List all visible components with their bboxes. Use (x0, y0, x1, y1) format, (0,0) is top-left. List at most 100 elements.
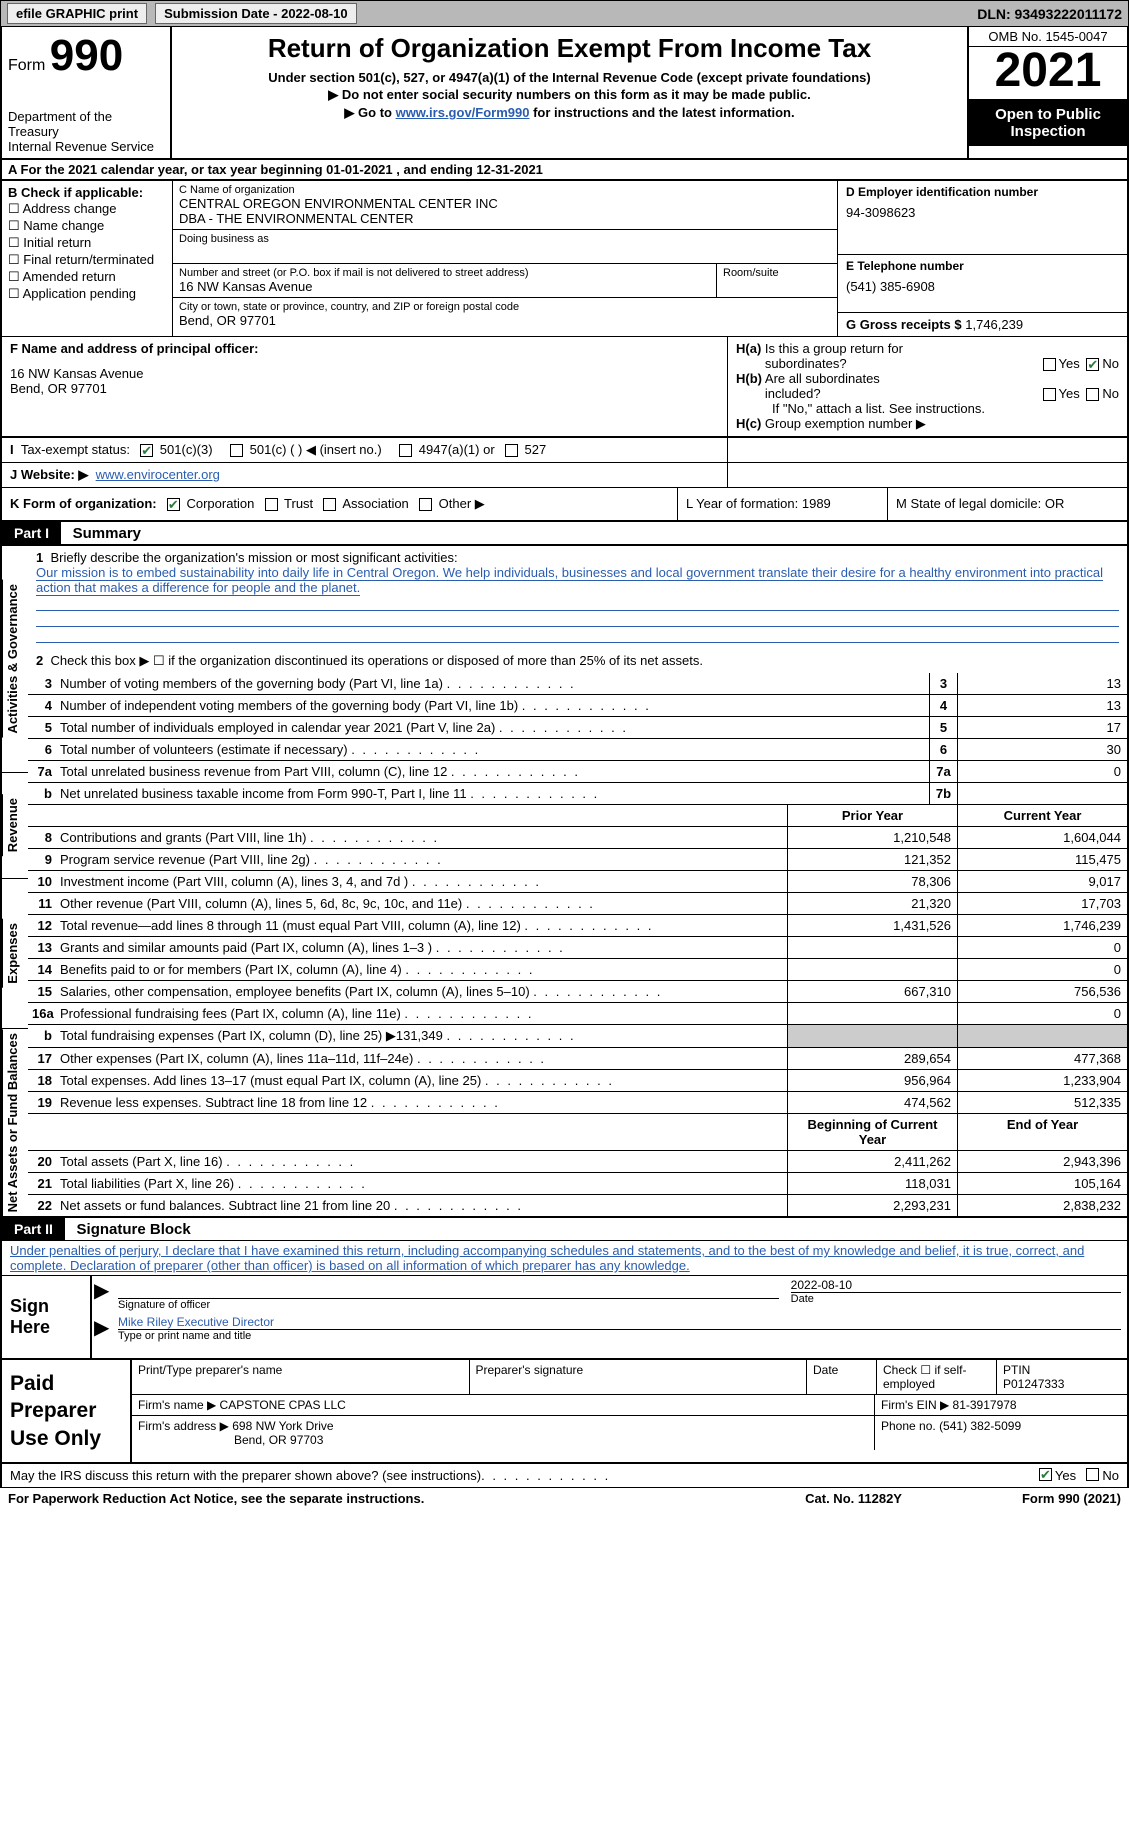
line-text: Contributions and grants (Part VIII, lin… (56, 827, 787, 848)
subtitle-1: Under section 501(c), 527, or 4947(a)(1)… (178, 70, 961, 85)
efile-print-button[interactable]: efile GRAPHIC print (7, 3, 147, 24)
chk-address-change[interactable]: ☐ Address change (8, 201, 166, 217)
firm-addr-label: Firm's address ▶ (138, 1419, 229, 1433)
prior-value (787, 1025, 957, 1047)
firm-addr2: Bend, OR 97703 (138, 1433, 323, 1447)
opt-label: 501(c)(3) (160, 442, 213, 457)
prior-value: 1,431,526 (787, 915, 957, 936)
current-value: 105,164 (957, 1173, 1127, 1194)
col-b-label: B Check if applicable: (8, 185, 166, 200)
preparer-block: Paid Preparer Use Only Print/Type prepar… (0, 1360, 1129, 1464)
line-num: 17 (28, 1048, 56, 1069)
form-header-right: OMB No. 1545-0047 2021 Open to Public In… (967, 27, 1127, 158)
firm-phone: (541) 382-5099 (939, 1419, 1021, 1433)
line-num: 12 (28, 915, 56, 936)
k-corp-checkbox[interactable] (167, 498, 180, 511)
dln-text: DLN: 93493222011172 (977, 6, 1122, 22)
summary-line: 7aTotal unrelated business revenue from … (28, 761, 1127, 783)
k-other-checkbox[interactable] (419, 498, 432, 511)
discuss-text: May the IRS discuss this return with the… (10, 1468, 481, 1483)
line-text: Total revenue—add lines 8 through 11 (mu… (56, 915, 787, 936)
irs-link[interactable]: www.irs.gov/Form990 (396, 105, 530, 120)
prior-value: 118,031 (787, 1173, 957, 1194)
submission-date-button[interactable]: Submission Date - 2022-08-10 (155, 3, 357, 24)
city-cell: City or town, state or province, country… (173, 298, 837, 331)
goto-post: for instructions and the latest informat… (529, 105, 794, 120)
form-title: Return of Organization Exempt From Incom… (178, 33, 961, 64)
hb-yes-checkbox[interactable] (1043, 388, 1056, 401)
footer-row: For Paperwork Reduction Act Notice, see … (0, 1488, 1129, 1509)
line-num: 16a (28, 1003, 56, 1024)
k-assoc-checkbox[interactable] (323, 498, 336, 511)
line-text: Investment income (Part VIII, column (A)… (56, 871, 787, 892)
chk-amended[interactable]: ☐ Amended return (8, 269, 166, 285)
i-501c3-checkbox[interactable] (140, 444, 153, 457)
current-value: 756,536 (957, 981, 1127, 1002)
line-num: 18 (28, 1070, 56, 1091)
line-value: 0 (957, 761, 1127, 782)
row-j: J Website: ▶ www.envirocenter.org (0, 463, 1129, 488)
chk-label: Address change (23, 201, 117, 216)
line-num: 10 (28, 871, 56, 892)
discuss-row: May the IRS discuss this return with the… (0, 1464, 1129, 1488)
prep-date-label: Date (807, 1360, 877, 1394)
preparer-label: Paid Preparer Use Only (2, 1360, 132, 1462)
part2-header: Part II Signature Block (0, 1218, 1129, 1241)
hb-no-checkbox[interactable] (1086, 388, 1099, 401)
summary-line: 19Revenue less expenses. Subtract line 1… (28, 1092, 1127, 1113)
officer-name-label: Type or print name and title (118, 1329, 1121, 1342)
summary-line: 4Number of independent voting members of… (28, 695, 1127, 717)
yes-label: Yes (1059, 386, 1080, 401)
org-name-cell: C Name of organization CENTRAL OREGON EN… (173, 181, 837, 230)
line-num: 5 (28, 717, 56, 738)
chk-initial-return[interactable]: ☐ Initial return (8, 235, 166, 251)
form-footer: Form 990 (2021) (1022, 1491, 1121, 1506)
ha-yes-checkbox[interactable] (1043, 358, 1056, 371)
prior-value (787, 959, 957, 980)
line-num: 3 (28, 673, 56, 694)
summary-line: 20Total assets (Part X, line 16) 2,411,2… (28, 1151, 1127, 1173)
opt-label: Trust (284, 496, 313, 511)
mission-text: Our mission is to embed sustainability i… (36, 565, 1103, 596)
part2-title: Signature Block (69, 1221, 191, 1238)
line-text: Net assets or fund balances. Subtract li… (56, 1195, 787, 1216)
part2-badge: Part II (2, 1218, 65, 1240)
sign-block: Sign Here ▶ Signature of officer 2022-08… (0, 1276, 1129, 1360)
opt-label: 501(c) ( ) ◀ (insert no.) (250, 442, 382, 457)
website-link[interactable]: www.envirocenter.org (96, 467, 220, 482)
ptin-value: P01247333 (1003, 1377, 1064, 1391)
summary-table: Activities & Governance Revenue Expenses… (0, 546, 1129, 1218)
current-value: 17,703 (957, 893, 1127, 914)
ha-no-checkbox[interactable] (1086, 358, 1099, 371)
q1-label: Briefly describe the organization's miss… (50, 550, 457, 565)
discuss-no-checkbox[interactable] (1086, 1468, 1099, 1481)
discuss-yes-checkbox[interactable] (1039, 1468, 1052, 1481)
summary-line: 9Program service revenue (Part VIII, lin… (28, 849, 1127, 871)
line-text: Total fundraising expenses (Part IX, col… (56, 1025, 787, 1047)
chk-final-return[interactable]: ☐ Final return/terminated (8, 252, 166, 268)
addr-cell: Number and street (or P.O. box if mail i… (173, 264, 717, 297)
no-label: No (1102, 1468, 1119, 1483)
k-trust-checkbox[interactable] (265, 498, 278, 511)
f-addr2: Bend, OR 97701 (10, 381, 719, 396)
summary-line: 13Grants and similar amounts paid (Part … (28, 937, 1127, 959)
line-num: 4 (28, 695, 56, 716)
opt-label: 4947(a)(1) or (419, 442, 495, 457)
chk-app-pending[interactable]: ☐ Application pending (8, 286, 166, 302)
line-text: Other revenue (Part VIII, column (A), li… (56, 893, 787, 914)
chk-name-change[interactable]: ☐ Name change (8, 218, 166, 234)
line-text: Total liabilities (Part X, line 26) (56, 1173, 787, 1194)
summary-line: 8Contributions and grants (Part VIII, li… (28, 827, 1127, 849)
dba-label: Doing business as (179, 233, 831, 245)
prior-value: 2,293,231 (787, 1195, 957, 1216)
h-block: H(a) Is this a group return for subordin… (727, 337, 1127, 436)
i-501c-checkbox[interactable] (230, 444, 243, 457)
summary-line: 18Total expenses. Add lines 13–17 (must … (28, 1070, 1127, 1092)
line-text: Program service revenue (Part VIII, line… (56, 849, 787, 870)
i-4947-checkbox[interactable] (399, 444, 412, 457)
current-value: 2,838,232 (957, 1195, 1127, 1216)
subtitle-3: ▶ Go to www.irs.gov/Form990 for instruct… (178, 105, 961, 121)
i-527-checkbox[interactable] (505, 444, 518, 457)
chk-label: Amended return (23, 269, 116, 284)
current-value: 1,604,044 (957, 827, 1127, 848)
